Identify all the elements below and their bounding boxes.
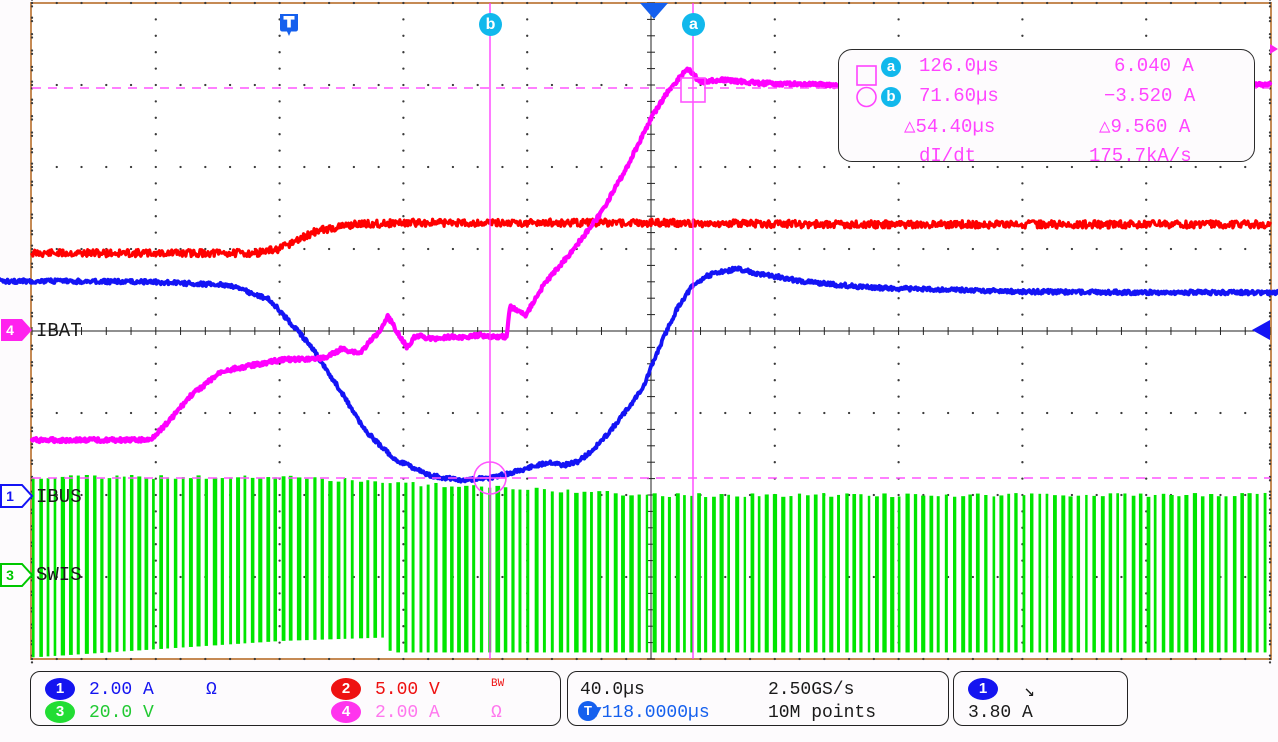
svg-text:1: 1 xyxy=(6,488,14,504)
svg-text:4: 4 xyxy=(6,322,14,338)
svg-text:3: 3 xyxy=(6,567,14,583)
